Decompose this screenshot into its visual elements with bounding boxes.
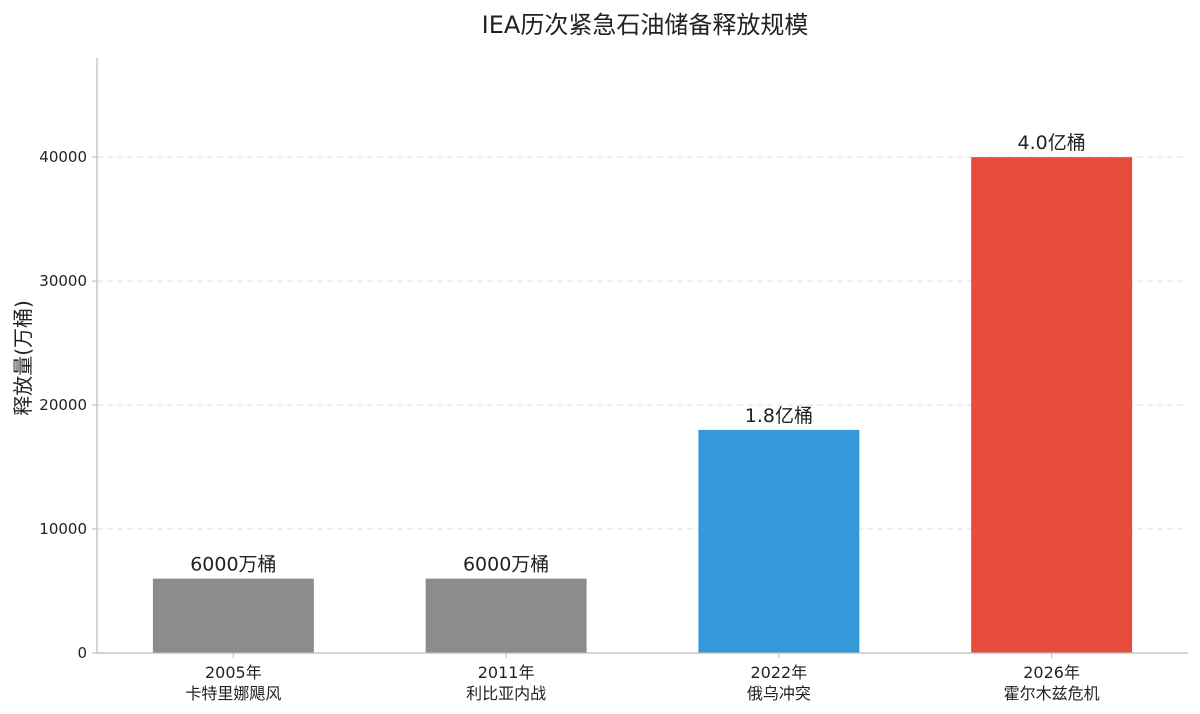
y-tick-label: 40000 [39, 148, 87, 166]
x-tick-label-event: 卡特里娜飓风 [185, 684, 281, 703]
x-tick-label-year: 2026年 [1023, 663, 1080, 682]
y-tick-labels: 0 10000 20000 30000 40000 [39, 148, 97, 662]
bar [152, 578, 314, 653]
y-tick-label: 20000 [39, 396, 87, 414]
bar [698, 429, 860, 653]
data-label: 4.0亿桶 [1018, 132, 1086, 154]
y-tick-label: 30000 [39, 272, 87, 290]
x-tick-label-event: 霍尔木兹危机 [1004, 684, 1100, 703]
y-tick-label: 10000 [39, 520, 87, 538]
data-label: 6000万桶 [463, 554, 549, 576]
x-tick-label-event: 利比亚内战 [466, 684, 546, 703]
data-label: 6000万桶 [190, 554, 276, 576]
bars [152, 157, 1133, 653]
data-label: 1.8亿桶 [745, 405, 813, 427]
data-labels: 6000万桶 6000万桶 1.8亿桶 4.0亿桶 [190, 132, 1086, 575]
chart-title: IEA历次紧急石油储备释放规模 [482, 11, 809, 39]
bar [971, 157, 1133, 653]
x-tick-label-year: 2022年 [751, 663, 808, 682]
y-tick-label: 0 [77, 644, 87, 662]
x-tick-label-year: 2011年 [478, 663, 535, 682]
x-tick-label-event: 俄乌冲突 [747, 684, 811, 703]
y-axis-label: 释放量(万桶) [11, 300, 35, 416]
grid-lines [97, 156, 1188, 530]
x-tick-label-year: 2005年 [205, 663, 262, 682]
bar [425, 578, 587, 653]
